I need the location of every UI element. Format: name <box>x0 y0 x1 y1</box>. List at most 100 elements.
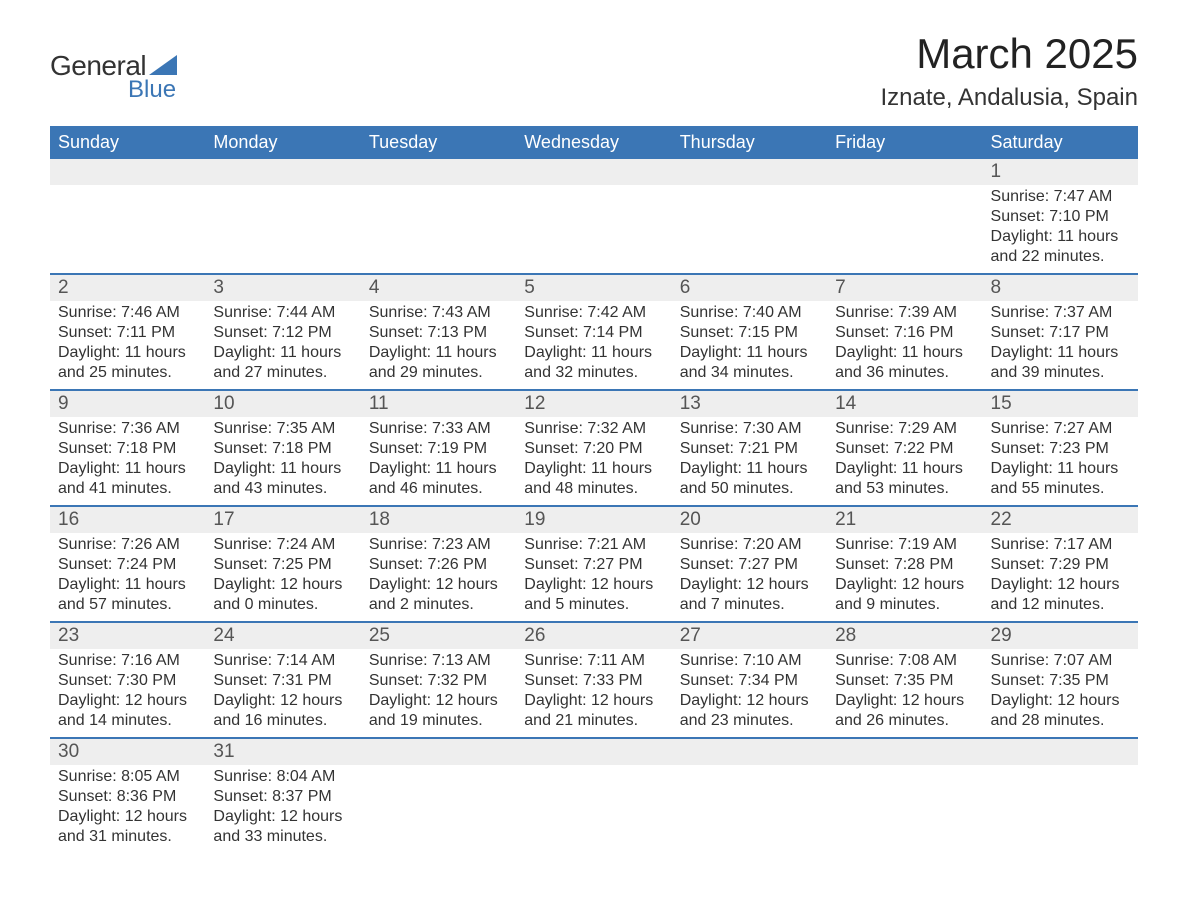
day-content: Sunrise: 7:39 AMSunset: 7:16 PMDaylight:… <box>827 301 982 389</box>
calendar-week-row: 30Sunrise: 8:05 AMSunset: 8:36 PMDayligh… <box>50 738 1138 853</box>
day-header: Friday <box>827 126 982 159</box>
day-content: Sunrise: 7:42 AMSunset: 7:14 PMDaylight:… <box>516 301 671 389</box>
day-daylight2: and 25 minutes. <box>58 363 197 383</box>
day-daylight2: and 12 minutes. <box>991 595 1130 615</box>
day-sunrise: Sunrise: 7:16 AM <box>58 651 197 671</box>
empty-day-content <box>361 185 516 213</box>
day-sunrise: Sunrise: 7:21 AM <box>524 535 663 555</box>
day-daylight2: and 43 minutes. <box>213 479 352 499</box>
day-daylight1: Daylight: 12 hours <box>524 691 663 711</box>
day-content: Sunrise: 7:08 AMSunset: 7:35 PMDaylight:… <box>827 649 982 737</box>
calendar-day-cell <box>516 159 671 274</box>
day-daylight1: Daylight: 12 hours <box>213 691 352 711</box>
empty-day-content <box>516 185 671 213</box>
calendar-day-cell: 1Sunrise: 7:47 AMSunset: 7:10 PMDaylight… <box>983 159 1138 274</box>
day-daylight1: Daylight: 12 hours <box>991 575 1130 595</box>
day-daylight2: and 27 minutes. <box>213 363 352 383</box>
calendar-day-cell: 2Sunrise: 7:46 AMSunset: 7:11 PMDaylight… <box>50 274 205 390</box>
calendar-week-row: 2Sunrise: 7:46 AMSunset: 7:11 PMDaylight… <box>50 274 1138 390</box>
calendar-day-cell <box>361 738 516 853</box>
day-number: 12 <box>516 391 671 417</box>
day-sunrise: Sunrise: 7:35 AM <box>213 419 352 439</box>
day-sunrise: Sunrise: 8:05 AM <box>58 767 197 787</box>
day-header: Wednesday <box>516 126 671 159</box>
day-daylight2: and 36 minutes. <box>835 363 974 383</box>
calendar-day-cell: 12Sunrise: 7:32 AMSunset: 7:20 PMDayligh… <box>516 390 671 506</box>
day-sunset: Sunset: 7:22 PM <box>835 439 974 459</box>
day-content: Sunrise: 7:29 AMSunset: 7:22 PMDaylight:… <box>827 417 982 505</box>
day-content: Sunrise: 7:11 AMSunset: 7:33 PMDaylight:… <box>516 649 671 737</box>
day-sunset: Sunset: 7:27 PM <box>524 555 663 575</box>
day-daylight2: and 21 minutes. <box>524 711 663 731</box>
day-sunrise: Sunrise: 7:27 AM <box>991 419 1130 439</box>
day-daylight2: and 55 minutes. <box>991 479 1130 499</box>
empty-day-number <box>516 739 671 765</box>
day-sunrise: Sunrise: 7:26 AM <box>58 535 197 555</box>
day-sunset: Sunset: 7:26 PM <box>369 555 508 575</box>
day-sunrise: Sunrise: 7:36 AM <box>58 419 197 439</box>
day-daylight1: Daylight: 11 hours <box>524 459 663 479</box>
day-sunset: Sunset: 7:28 PM <box>835 555 974 575</box>
day-content: Sunrise: 7:13 AMSunset: 7:32 PMDaylight:… <box>361 649 516 737</box>
calendar-day-cell: 6Sunrise: 7:40 AMSunset: 7:15 PMDaylight… <box>672 274 827 390</box>
logo-text-blue: Blue <box>128 76 176 104</box>
day-number: 8 <box>983 275 1138 301</box>
day-sunset: Sunset: 7:18 PM <box>213 439 352 459</box>
day-sunrise: Sunrise: 7:07 AM <box>991 651 1130 671</box>
day-daylight1: Daylight: 12 hours <box>369 691 508 711</box>
day-daylight2: and 26 minutes. <box>835 711 974 731</box>
day-daylight2: and 33 minutes. <box>213 827 352 847</box>
calendar-day-cell: 24Sunrise: 7:14 AMSunset: 7:31 PMDayligh… <box>205 622 360 738</box>
day-sunset: Sunset: 7:15 PM <box>680 323 819 343</box>
day-daylight1: Daylight: 12 hours <box>680 575 819 595</box>
empty-day-number <box>827 159 982 185</box>
calendar-day-cell: 7Sunrise: 7:39 AMSunset: 7:16 PMDaylight… <box>827 274 982 390</box>
day-daylight1: Daylight: 12 hours <box>58 691 197 711</box>
calendar-day-cell: 30Sunrise: 8:05 AMSunset: 8:36 PMDayligh… <box>50 738 205 853</box>
day-content: Sunrise: 7:16 AMSunset: 7:30 PMDaylight:… <box>50 649 205 737</box>
day-daylight2: and 57 minutes. <box>58 595 197 615</box>
empty-day-content <box>827 185 982 213</box>
day-daylight2: and 19 minutes. <box>369 711 508 731</box>
day-header: Monday <box>205 126 360 159</box>
day-content: Sunrise: 7:19 AMSunset: 7:28 PMDaylight:… <box>827 533 982 621</box>
day-daylight1: Daylight: 12 hours <box>213 807 352 827</box>
calendar-day-cell: 18Sunrise: 7:23 AMSunset: 7:26 PMDayligh… <box>361 506 516 622</box>
empty-day-content <box>50 185 205 213</box>
day-daylight1: Daylight: 12 hours <box>213 575 352 595</box>
day-sunset: Sunset: 7:30 PM <box>58 671 197 691</box>
day-content: Sunrise: 7:07 AMSunset: 7:35 PMDaylight:… <box>983 649 1138 737</box>
day-content: Sunrise: 7:26 AMSunset: 7:24 PMDaylight:… <box>50 533 205 621</box>
calendar-day-cell: 9Sunrise: 7:36 AMSunset: 7:18 PMDaylight… <box>50 390 205 506</box>
calendar-day-cell: 16Sunrise: 7:26 AMSunset: 7:24 PMDayligh… <box>50 506 205 622</box>
calendar-table: Sunday Monday Tuesday Wednesday Thursday… <box>50 126 1138 853</box>
day-number: 26 <box>516 623 671 649</box>
calendar-day-cell <box>983 738 1138 853</box>
day-sunrise: Sunrise: 7:24 AM <box>213 535 352 555</box>
day-daylight1: Daylight: 11 hours <box>991 459 1130 479</box>
day-number: 15 <box>983 391 1138 417</box>
day-sunrise: Sunrise: 7:44 AM <box>213 303 352 323</box>
day-content: Sunrise: 7:40 AMSunset: 7:15 PMDaylight:… <box>672 301 827 389</box>
calendar-day-cell: 5Sunrise: 7:42 AMSunset: 7:14 PMDaylight… <box>516 274 671 390</box>
day-content: Sunrise: 7:47 AMSunset: 7:10 PMDaylight:… <box>983 185 1138 273</box>
day-header: Saturday <box>983 126 1138 159</box>
day-daylight2: and 41 minutes. <box>58 479 197 499</box>
day-daylight2: and 34 minutes. <box>680 363 819 383</box>
day-daylight2: and 53 minutes. <box>835 479 974 499</box>
logo: General Blue <box>50 50 177 104</box>
day-content: Sunrise: 7:37 AMSunset: 7:17 PMDaylight:… <box>983 301 1138 389</box>
day-number: 14 <box>827 391 982 417</box>
day-number: 20 <box>672 507 827 533</box>
calendar-day-cell: 17Sunrise: 7:24 AMSunset: 7:25 PMDayligh… <box>205 506 360 622</box>
title-block: March 2025 Iznate, Andalusia, Spain <box>880 30 1138 112</box>
day-sunrise: Sunrise: 7:08 AM <box>835 651 974 671</box>
day-daylight1: Daylight: 11 hours <box>213 343 352 363</box>
day-daylight1: Daylight: 11 hours <box>680 343 819 363</box>
empty-day-number <box>516 159 671 185</box>
day-content: Sunrise: 7:23 AMSunset: 7:26 PMDaylight:… <box>361 533 516 621</box>
day-number: 31 <box>205 739 360 765</box>
calendar-day-cell <box>205 159 360 274</box>
day-sunrise: Sunrise: 7:20 AM <box>680 535 819 555</box>
day-sunrise: Sunrise: 8:04 AM <box>213 767 352 787</box>
